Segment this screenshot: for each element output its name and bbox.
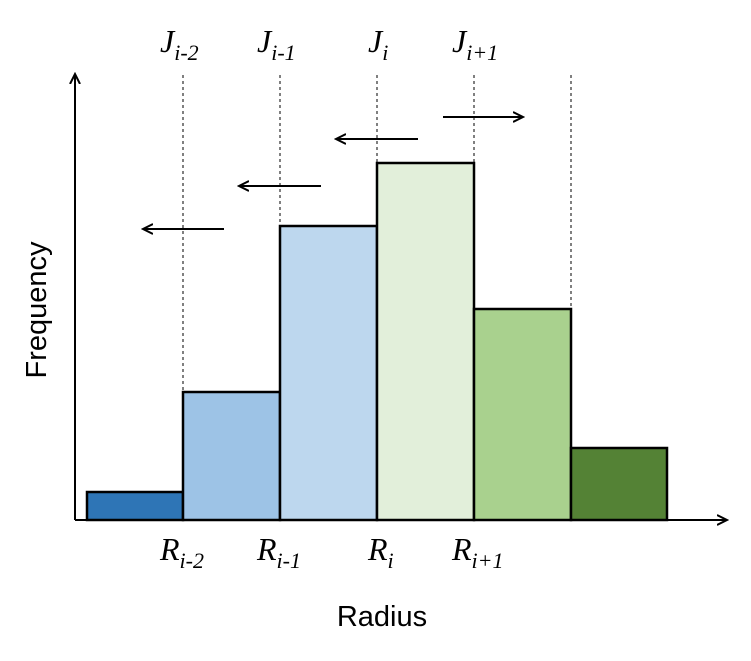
flux-labels: Ji-2 Ji-1 Ji Ji+1 [160, 23, 498, 65]
flux-label-4: Ji+1 [452, 23, 498, 65]
histogram-bars [85, 161, 669, 522]
radius-label-1: Ri-2 [159, 531, 204, 573]
bin-bar-4 [375, 161, 476, 522]
axes [75, 74, 727, 520]
bin-bar-5 [472, 307, 573, 522]
radius-label-4: Ri+1 [451, 531, 504, 573]
flux-label-1: Ji-2 [160, 23, 199, 65]
x-axis-label: Radius [337, 601, 427, 633]
bin-boundaries [182, 75, 572, 392]
bin-bar-1 [85, 490, 185, 522]
bin-bar-6 [569, 446, 669, 522]
y-axis-label: Frequency [21, 241, 53, 379]
flux-label-3: Ji [368, 23, 388, 65]
flux-label-2: Ji-1 [257, 23, 296, 65]
flux-arrows [143, 117, 523, 229]
radius-label-3: Ri [367, 531, 394, 573]
radius-label-2: Ri-1 [256, 531, 301, 573]
bin-bar-3 [278, 224, 379, 522]
bin-bar-2 [181, 390, 282, 522]
radius-labels: Ri-2 Ri-1 Ri Ri+1 [159, 531, 504, 573]
